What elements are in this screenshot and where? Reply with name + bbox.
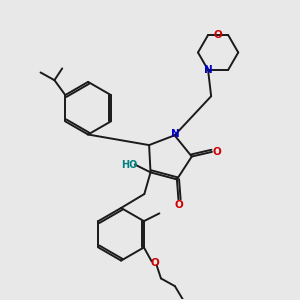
Text: O: O bbox=[174, 200, 183, 210]
Text: O: O bbox=[151, 258, 160, 268]
Text: O: O bbox=[213, 147, 221, 157]
Text: O: O bbox=[214, 30, 223, 40]
Text: HO: HO bbox=[121, 160, 137, 170]
Text: N: N bbox=[171, 129, 180, 140]
Text: N: N bbox=[204, 65, 212, 75]
